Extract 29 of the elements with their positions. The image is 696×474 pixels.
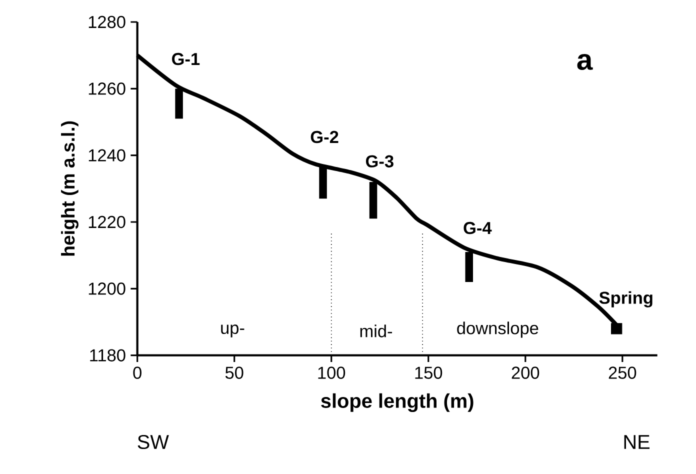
annotation: G-4 — [464, 222, 492, 234]
annotation: G-1 — [172, 52, 200, 66]
text: SW — [138, 434, 169, 450]
annotation: a — [577, 54, 593, 70]
y-tick-label: 1180 — [90, 349, 126, 362]
y-tick-label: 1260 — [88, 82, 126, 95]
x-tick-label: 150 — [415, 366, 442, 379]
annotation: mid- — [360, 324, 392, 338]
y-axis-title: height (m a.s.l.) — [61, 121, 78, 256]
annotation: G-3 — [366, 155, 394, 168]
text: NE — [624, 435, 650, 449]
x-tick-label: 50 — [225, 366, 244, 379]
x-tick-label: 200 — [512, 366, 540, 379]
bar — [319, 165, 327, 199]
y-tick-label: 1220 — [88, 216, 126, 228]
x-tick-label: 100 — [318, 366, 346, 379]
x-tick-label: 0 — [133, 366, 142, 379]
annotation: up- — [221, 324, 244, 338]
bar — [369, 182, 378, 219]
annotation: Spring — [599, 291, 652, 308]
bar — [175, 88, 183, 119]
y-tick-label: 1200 — [88, 282, 126, 295]
y-tick-label: 1240 — [88, 149, 126, 162]
annotation: downslope — [457, 322, 538, 338]
bar — [465, 252, 474, 282]
y-tick-label: 1280 — [88, 16, 126, 28]
annotation: G-2 — [310, 130, 338, 144]
x-axis-title: slope length (m) — [321, 393, 474, 412]
x-tick-label: 250 — [608, 366, 636, 379]
